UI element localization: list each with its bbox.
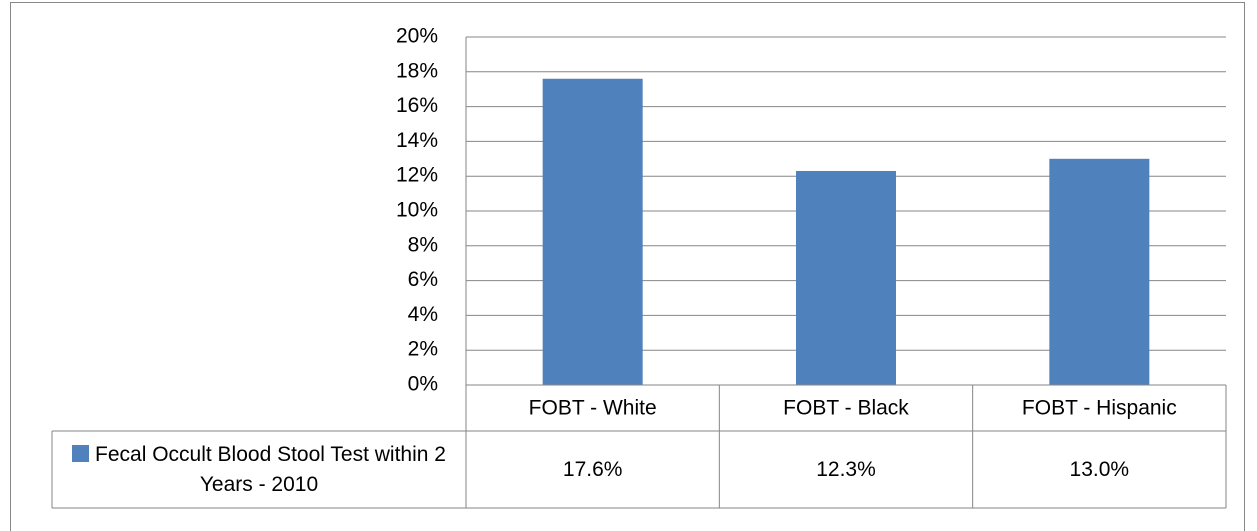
y-tick-label: 8%: [408, 233, 438, 256]
y-tick-label: 0%: [408, 373, 438, 396]
y-tick-label: 10%: [396, 199, 438, 222]
x-tick-label: FOBT - Black: [783, 397, 909, 420]
y-tick-label: 14%: [396, 129, 438, 152]
y-tick-label: 20%: [396, 25, 438, 48]
chart-frame: [10, 2, 1245, 531]
y-tick-label: 12%: [396, 164, 438, 187]
y-tick-label: 6%: [408, 268, 438, 291]
y-tick-label: 4%: [408, 303, 438, 326]
data-table-value: 17.6%: [563, 458, 623, 481]
x-tick-label: FOBT - White: [529, 397, 657, 420]
legend-label: Fecal Occult Blood Stool Test within 2 Y…: [95, 442, 446, 496]
bar: [796, 170, 896, 385]
data-table-value: 13.0%: [1070, 458, 1130, 481]
legend-swatch: [72, 444, 90, 462]
x-tick-label: FOBT - Hispanic: [1022, 397, 1177, 420]
legend-entry: Fecal Occult Blood Stool Test within 2 Y…: [64, 440, 454, 500]
y-tick-label: 16%: [396, 94, 438, 117]
bar: [542, 78, 643, 385]
bar: [1049, 158, 1150, 385]
data-table-value: 12.3%: [816, 458, 876, 481]
y-tick-label: 18%: [396, 59, 438, 82]
y-tick-label: 2%: [408, 338, 438, 361]
legend: Fecal Occult Blood Stool Test within 2 Y…: [52, 431, 466, 508]
